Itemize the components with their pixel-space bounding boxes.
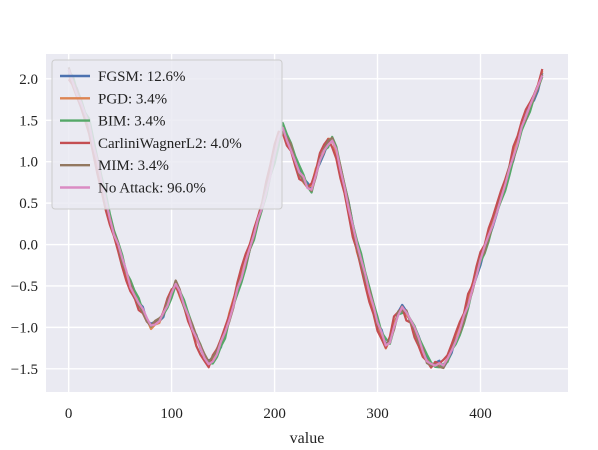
y-axis-ticks: 2.0 1.5 1.0 0.5 0.0 −0.5 −1.0 −1.5 — [11, 72, 38, 378]
y-tick-label: 0.0 — [19, 238, 38, 254]
y-tick-label: −1.5 — [11, 362, 38, 378]
x-axis-ticks: 0 100 200 300 400 — [65, 406, 492, 422]
y-tick-label: 1.0 — [19, 155, 38, 171]
legend-label: MIM: 3.4% — [98, 158, 169, 174]
y-tick-label: 0.5 — [19, 196, 38, 212]
legend-box — [51, 59, 283, 210]
y-tick-label: 1.5 — [19, 113, 38, 129]
y-tick-label: 2.0 — [19, 72, 38, 88]
legend-label: PGD: 3.4% — [98, 91, 167, 107]
y-tick-label: −0.5 — [11, 279, 38, 295]
legend-label: No Attack: 96.0% — [98, 181, 206, 197]
x-tick-label: 300 — [366, 406, 389, 422]
x-axis-label: value — [290, 430, 325, 447]
x-tick-label: 400 — [469, 406, 492, 422]
series-line — [67, 69, 544, 367]
legend: FGSM: 12.6% PGD: 3.4% BIM: 3.4% CarliniWagn… — [51, 59, 283, 210]
y-tick-label: −1.0 — [11, 320, 38, 336]
legend-label: BIM: 3.4% — [98, 114, 166, 130]
series-lines — [67, 66, 544, 370]
legend-label: CarliniWagnerL2: 4.0% — [98, 136, 242, 152]
x-tick-label: 0 — [65, 406, 73, 422]
legend-label: FGSM: 12.6% — [98, 69, 186, 85]
x-tick-label: 100 — [160, 406, 183, 422]
x-tick-label: 200 — [263, 406, 286, 422]
